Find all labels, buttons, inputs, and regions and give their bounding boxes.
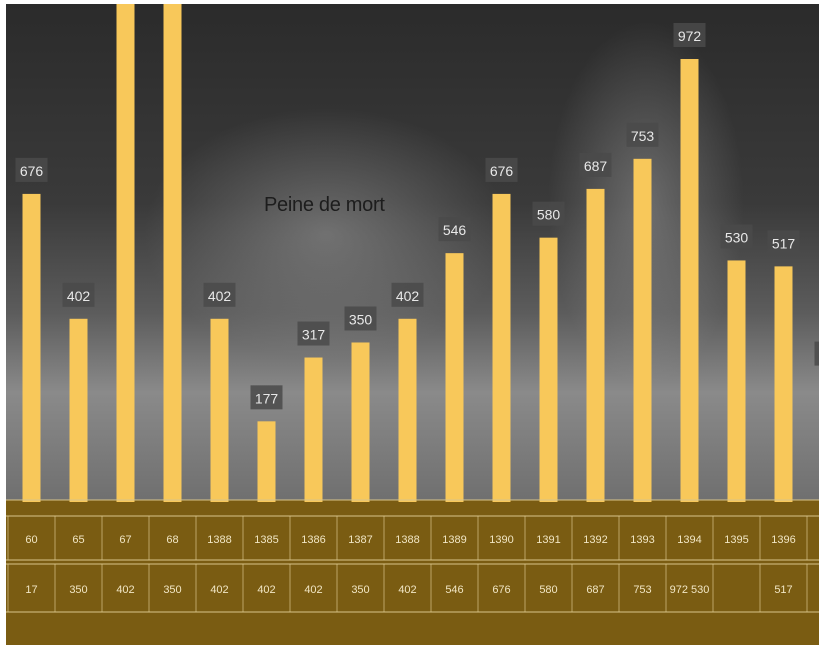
bar-value-label: 402: [67, 288, 91, 304]
category-tick-label: 1388: [207, 534, 231, 546]
bar: [22, 193, 41, 503]
bar: [257, 421, 276, 502]
table-value-cell: 350: [163, 584, 181, 596]
bar-value-label: 687: [584, 158, 608, 174]
table-value-cell: 546: [445, 584, 463, 596]
category-tick-label: 60: [25, 534, 37, 546]
bar-value-label: 676: [490, 163, 514, 179]
bar-label-box: [438, 217, 471, 242]
bar-value-label: 177: [255, 390, 279, 406]
bar-value-label: 402: [208, 288, 232, 304]
bar: [727, 260, 746, 502]
bar-label-box: [814, 341, 819, 366]
category-tick-label: 1393: [630, 534, 654, 546]
bar-value-label: 350: [349, 311, 373, 327]
bar: [680, 59, 699, 502]
table-value-cell: 402: [116, 584, 134, 596]
bar-value-label: 546: [443, 222, 467, 238]
table-value-cell: 517: [774, 584, 792, 596]
bar-label-box: [532, 201, 565, 226]
bar: [304, 357, 323, 502]
bar-value-label: 676: [20, 163, 44, 179]
bar: [116, 4, 135, 502]
table-value-cell: 17: [25, 584, 37, 596]
bar-value-label: 972: [678, 28, 702, 44]
bar: [539, 237, 558, 502]
bar-value-label: 517: [772, 235, 796, 251]
bar: [492, 193, 511, 503]
table-value-cell: 687: [586, 584, 604, 596]
category-tick-label: 1389: [442, 534, 466, 546]
bar-label-box: [391, 282, 424, 307]
table-value-cell: 402: [257, 584, 275, 596]
table-value-cell: 402: [304, 584, 322, 596]
table-value-cell: 350: [69, 584, 87, 596]
category-tick-label: 1394: [677, 534, 701, 546]
data-table-background: [6, 500, 819, 645]
category-tick-label: 65: [72, 534, 84, 546]
bar-value-label: 753: [631, 128, 655, 144]
bar: [398, 318, 417, 502]
bar: [163, 4, 182, 502]
category-tick-label: 1386: [301, 534, 325, 546]
bar: [210, 318, 229, 502]
category-tick-label: 1392: [583, 534, 607, 546]
bar-label-box: [579, 152, 612, 177]
bar: [69, 318, 88, 502]
bar-label-box: [15, 157, 48, 182]
bar-label-box: [720, 224, 753, 249]
bar: [633, 158, 652, 503]
bar-value-label: 317: [302, 327, 326, 343]
bar-value-label: 580: [537, 207, 561, 223]
bar-label-box: [673, 23, 706, 47]
category-tick-label: 1390: [489, 534, 513, 546]
bar: [351, 342, 370, 502]
bar-label-box: [250, 385, 283, 410]
bar-label-box: [626, 122, 659, 147]
category-tick-label: 1395: [724, 534, 748, 546]
bar: [774, 266, 793, 502]
table-value-cell: 402: [210, 584, 228, 596]
category-tick-label: 1385: [254, 534, 278, 546]
category-tick-label: 1387: [348, 534, 372, 546]
bar-label-box: [203, 282, 236, 307]
bar-label-box: [485, 157, 518, 182]
category-tick-label: 68: [166, 534, 178, 546]
bar-value-label: 402: [396, 288, 420, 304]
bar-label-box: [297, 321, 330, 346]
bar-label-box: [344, 306, 377, 331]
chart-title: Peine de mort: [264, 194, 385, 216]
table-value-cell: 402: [398, 584, 416, 596]
table-value-cell: 350: [351, 584, 369, 596]
category-tick-label: 1396: [771, 534, 795, 546]
table-value-cell: 972 530: [670, 584, 710, 596]
category-tick-label: 1388: [395, 534, 419, 546]
bar: [445, 253, 464, 502]
table-value-cell: 580: [539, 584, 557, 596]
bar-value-label: 530: [725, 229, 749, 245]
category-tick-label: 1391: [536, 534, 560, 546]
category-tick-label: 67: [119, 534, 131, 546]
bar-label-box: [62, 282, 95, 307]
table-value-cell: 676: [492, 584, 510, 596]
bar-label-box: [767, 230, 800, 255]
table-value-cell: 753: [633, 584, 651, 596]
bar: [586, 188, 605, 502]
